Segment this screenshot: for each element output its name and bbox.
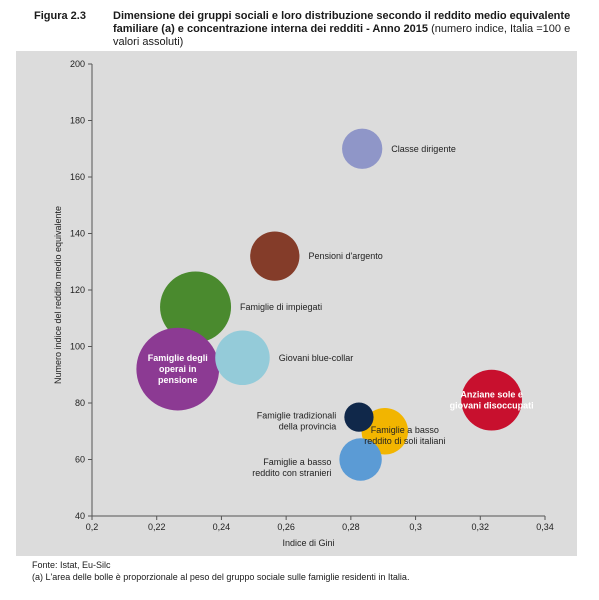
source-note: Fonte: Istat, Eu-Silc <box>32 560 111 570</box>
x-tick-label: 0,28 <box>342 522 360 532</box>
y-tick-label: 100 <box>70 342 85 352</box>
y-tick-label: 80 <box>75 398 85 408</box>
bubble-pensioni-d-argento <box>250 231 300 281</box>
x-axis-title: Indice di Gini <box>282 538 334 548</box>
x-tick-label: 0,3 <box>409 522 422 532</box>
bubble-label-famiglie-a-basso-reddito-con-stranieri: Famiglie a basso reddito con stranieri <box>252 457 331 478</box>
y-tick-label: 140 <box>70 229 85 239</box>
bubble-label-famiglie-a-basso-reddito-di-soli-italiani: Famiglie a basso reddito di soli italiani <box>364 425 445 446</box>
bubble-famiglie-tradizionali-della-provincia <box>344 402 374 432</box>
footer: Fonte: Istat, Eu-Silc (a) L'area delle b… <box>32 559 409 583</box>
chart-title: Dimensione dei gruppi sociali e loro dis… <box>113 10 573 49</box>
bubble-label-pensioni-d-argento: Pensioni d'argento <box>308 251 382 261</box>
x-tick-label: 0,32 <box>472 522 490 532</box>
axes: 0,2 0,22 0,24 0,26 0,28 0,3 0,32 0,34 40 60 80 100 1… <box>53 59 554 548</box>
bubbles <box>136 128 522 481</box>
y-tick-label: 180 <box>70 116 85 126</box>
bubble-famiglie-di-impiegati <box>160 271 232 343</box>
x-tick-label: 0,22 <box>148 522 166 532</box>
bubble-famiglie-degli-operai-in-pensione <box>136 327 220 411</box>
chart-title-units: (numero indice, Italia =100 e valori ass… <box>113 23 571 48</box>
bubble-label-famiglie-di-impiegati: Famiglie di impiegati <box>240 302 322 312</box>
bubble-classe-dirigente <box>342 128 383 169</box>
bubble-label-anziane-sole-e-giovani-disoccupati: Anziane sole e giovani disoccupati <box>450 390 534 411</box>
y-tick-label: 200 <box>70 59 85 69</box>
figure-label: Figura 2.3 <box>34 10 86 22</box>
chart-title-main: Dimensione dei gruppi sociali e loro dis… <box>113 10 571 35</box>
footnote: (a) L'area delle bolle è proporzionale a… <box>32 572 410 582</box>
bubble-anziane-sole-e-giovani-disoccupati <box>461 369 522 431</box>
y-tick-label: 160 <box>70 172 85 182</box>
y-tick-label: 40 <box>75 511 85 521</box>
bubble-famiglie-a-basso-reddito-con-stranieri <box>339 438 382 481</box>
bubble-label-classe-dirigente: Classe dirigente <box>391 144 456 154</box>
x-tick-label: 0,26 <box>277 522 295 532</box>
bubble-label-famiglie-tradizionali-della-provincia: Famiglie tradizionali della provincia <box>257 411 337 432</box>
y-tick-label: 120 <box>70 285 85 295</box>
plot-background <box>16 51 577 556</box>
x-tick-label: 0,24 <box>213 522 231 532</box>
bubble-labels: Classe dirigente Pensioni d'argento Famigl… <box>148 144 534 478</box>
y-tick-label: 60 <box>75 455 85 465</box>
x-tick-label: 0,2 <box>86 522 99 532</box>
bubble-label-giovani-blue-collar: Giovani blue-collar <box>279 353 354 363</box>
bubble-label-famiglie-degli-operai-in-pensione: Famiglie degli operai in pensione <box>148 353 208 385</box>
y-axis-title: Numero indice del reddito medio equivale… <box>53 206 63 384</box>
bubble-giovani-blue-collar <box>215 330 270 386</box>
x-tick-label: 0,34 <box>536 522 554 532</box>
